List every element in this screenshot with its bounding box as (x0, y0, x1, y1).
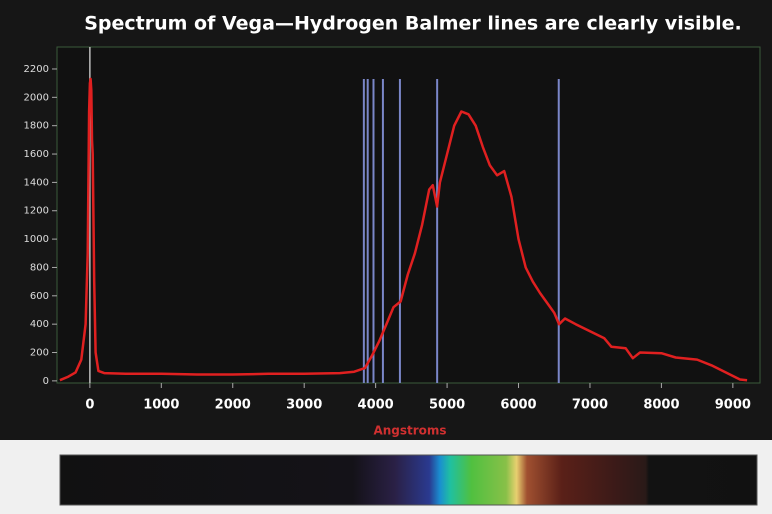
plot-area (56, 46, 761, 384)
y-tick-label: 600 (30, 291, 49, 302)
y-tick-label: 2000 (24, 92, 49, 103)
x-tick-label: 3000 (286, 398, 322, 413)
y-tick-label: 0 (43, 376, 49, 387)
x-tick-label: 0 (85, 398, 94, 413)
x-tick-label: 7000 (572, 398, 608, 413)
x-tick-label: 4000 (358, 398, 394, 413)
spectrum-line (59, 77, 748, 382)
y-tick-label: 2200 (24, 64, 49, 75)
x-tick-label: 5000 (429, 398, 465, 413)
y-tick-label: 1800 (24, 121, 49, 132)
x-axis-label: Angstroms (373, 424, 446, 438)
y-tick-label: 1000 (24, 234, 49, 245)
spectrum-strip (59, 454, 758, 506)
y-tick-label: 1600 (24, 149, 49, 160)
x-tick-label: 2000 (215, 398, 251, 413)
chart-title: Spectrum of Vega—Hydrogen Balmer lines a… (84, 13, 742, 35)
y-tick-label: 200 (30, 348, 49, 359)
x-tick-label: 1000 (143, 398, 179, 413)
x-tick-label: 9000 (715, 398, 751, 413)
y-tick-label: 1200 (24, 206, 49, 217)
y-tick-label: 400 (30, 319, 49, 330)
x-tick-label: 6000 (500, 398, 536, 413)
x-tick-label: 8000 (643, 398, 679, 413)
y-tick-label: 800 (30, 262, 49, 273)
y-tick-label: 1400 (24, 177, 49, 188)
